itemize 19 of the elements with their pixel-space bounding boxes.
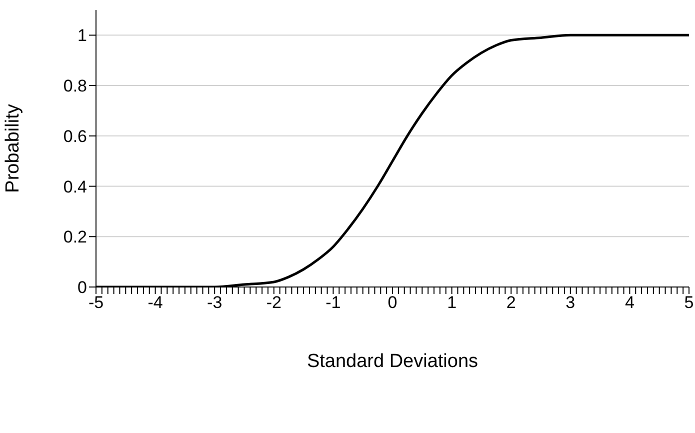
x-tick-label: -2	[266, 293, 282, 312]
x-tick-label: 4	[624, 293, 634, 312]
y-tick-label: 0.4	[63, 177, 87, 196]
y-tick-label: 0.2	[63, 228, 87, 247]
x-tick-label: 3	[566, 293, 576, 312]
x-tick-label: 5	[684, 293, 694, 312]
x-tick-label: -1	[326, 293, 341, 312]
x-tick-label: -4	[148, 293, 163, 312]
y-tick-label: 0	[78, 278, 87, 298]
x-tick-label: -5	[88, 293, 104, 312]
y-axis-title: Probability	[2, 104, 24, 193]
y-tick-label: 0.6	[63, 126, 87, 146]
x-tick-label: 1	[447, 293, 457, 312]
x-tick-label: 0	[388, 293, 398, 312]
y-tick-label: 0.8	[63, 76, 87, 96]
y-tick-label: 1	[78, 26, 87, 46]
x-tick-label: -3	[207, 293, 222, 312]
x-tick-label: 2	[506, 293, 516, 312]
x-axis-title: Standard Deviations	[306, 351, 478, 372]
